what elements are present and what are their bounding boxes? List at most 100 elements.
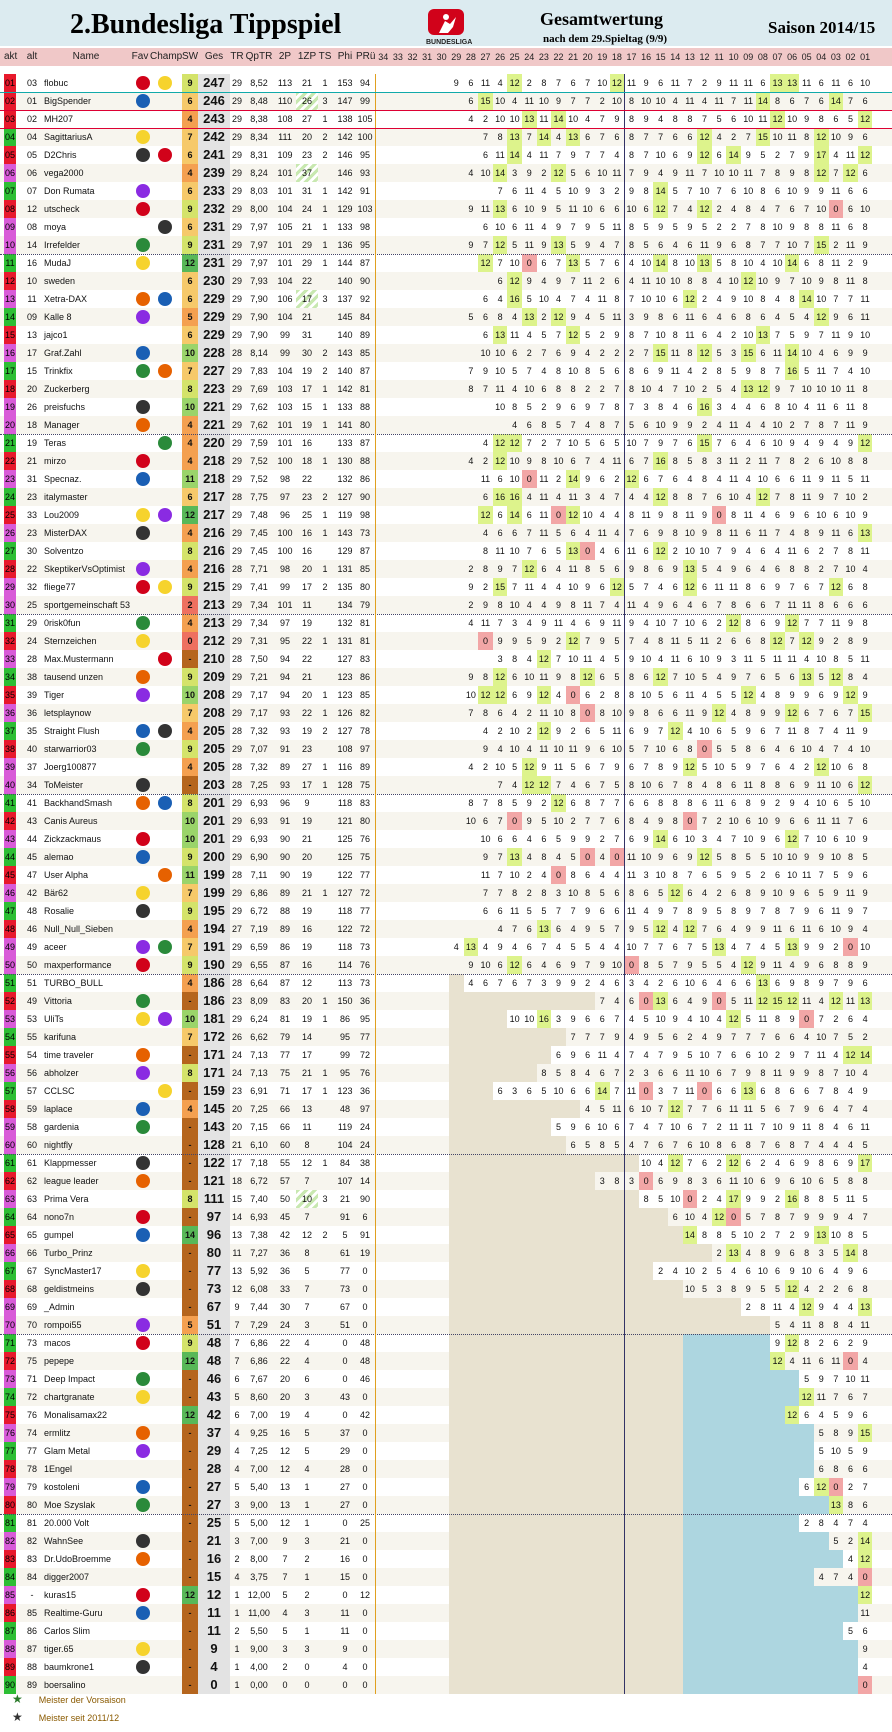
md-points: 8 [482, 564, 488, 574]
cell-tr: 29 [231, 636, 242, 646]
md-points: 7 [716, 438, 722, 448]
md-missing [565, 1208, 581, 1226]
md-points: 8 [833, 1086, 839, 1096]
md-empty [376, 308, 391, 326]
md-missing [449, 254, 464, 272]
md-points: 6 [774, 564, 780, 574]
md-points: 7 [497, 888, 503, 898]
md-points: 12 [536, 776, 552, 794]
cell-phi: 95 [339, 1032, 350, 1042]
md-missing [536, 1370, 552, 1388]
md-points: 10 [830, 762, 841, 772]
col-header-20: 28 [465, 52, 476, 62]
cell-phi: 123 [337, 690, 353, 700]
md-points: 4 [701, 780, 707, 790]
cell-ges: 199 [198, 866, 230, 884]
cell-tr: 29 [231, 294, 242, 304]
md-points: 12 [507, 434, 522, 452]
md-points: 0 [624, 956, 639, 974]
md-missing [507, 1460, 522, 1478]
cell-rank: 10 [4, 236, 16, 254]
md-points: 9 [760, 708, 766, 718]
md-points: 12 [580, 668, 595, 686]
md-points: 2 [526, 348, 532, 358]
md-missing [784, 1388, 800, 1406]
md-missing [449, 578, 464, 596]
cell-qptr: 7,97 [250, 222, 268, 232]
cell-p2: 89 [279, 888, 290, 898]
md-missing [814, 1604, 829, 1622]
md-empty [376, 380, 391, 398]
cell-ges: 171 [198, 1046, 230, 1064]
md-points: 6 [745, 564, 751, 574]
md-points: 10 [465, 690, 476, 700]
md-points: 13 [522, 308, 537, 326]
md-points: 5 [555, 1068, 561, 1078]
fav-club-icon [136, 526, 150, 540]
md-points: 2 [701, 294, 707, 304]
cell-name: gumpel [44, 1230, 74, 1240]
cell-qptr: 8,03 [250, 186, 268, 196]
md-missing [595, 1550, 610, 1568]
md-missing [668, 1460, 683, 1478]
md-points: 6 [497, 834, 503, 844]
md-missing [638, 1514, 654, 1532]
md-points: 8 [599, 1140, 605, 1150]
md-points: 2 [804, 456, 810, 466]
md-points: 12 [857, 776, 873, 794]
md-points: 2 [760, 1230, 766, 1240]
cell-name: boersalino [44, 1680, 86, 1690]
md-empty [420, 740, 435, 758]
md-missing [536, 1406, 552, 1424]
md-missing [478, 650, 493, 668]
col-header-2: Name [72, 51, 100, 62]
md-missing [536, 1100, 552, 1118]
md-missing [565, 1622, 581, 1640]
md-empty [405, 1280, 420, 1298]
md-missing [668, 1280, 683, 1298]
champ-club-icon [158, 148, 172, 162]
md-missing [726, 1622, 741, 1640]
md-points: 4 [512, 312, 518, 322]
md-empty [405, 128, 420, 146]
md-points: 6 [774, 474, 780, 484]
md-points: 7 [745, 222, 751, 232]
cell-pru: 42 [359, 1410, 370, 1420]
md-empty [376, 1622, 391, 1640]
md-empty [391, 1262, 406, 1280]
md-points: 5 [833, 1536, 839, 1546]
md-missing [784, 1496, 800, 1514]
cell-prev: 33 [26, 510, 37, 520]
cell-phi: 127 [337, 492, 353, 502]
cell-rank: 36 [4, 704, 16, 722]
md-points: 9 [847, 870, 853, 880]
md-points: 11 [626, 1086, 637, 1096]
md-points: 7 [585, 150, 591, 160]
cell-tr: 6 [234, 1374, 240, 1384]
cell-p2: 55 [279, 1158, 290, 1168]
md-points: 4 [570, 924, 576, 934]
md-points: 6 [847, 222, 853, 232]
md-points: 10 [757, 816, 768, 826]
md-missing [565, 1532, 581, 1550]
md-missing [595, 1388, 610, 1406]
cell-ts: 2 [322, 492, 328, 502]
md-points: 6 [818, 1356, 824, 1366]
md-missing [536, 1262, 552, 1280]
md-empty [434, 344, 449, 362]
md-empty [405, 722, 420, 740]
md-points: 8 [862, 402, 868, 412]
md-points: 6 [614, 546, 620, 556]
md-points: 7 [847, 816, 853, 826]
cell-rank: 75 [4, 1406, 16, 1424]
cell-ts [318, 1568, 332, 1586]
cell-pru: 97 [359, 744, 370, 754]
col-header-35: 13 [684, 52, 695, 62]
md-missing [609, 1460, 625, 1478]
cell-phi: 127 [337, 726, 353, 736]
md-missing [449, 992, 464, 1010]
cell-p2: 99 [279, 348, 290, 358]
cell-zp1: 3 [304, 1608, 310, 1618]
md-points: 4 [555, 132, 561, 142]
md-missing [522, 992, 537, 1010]
